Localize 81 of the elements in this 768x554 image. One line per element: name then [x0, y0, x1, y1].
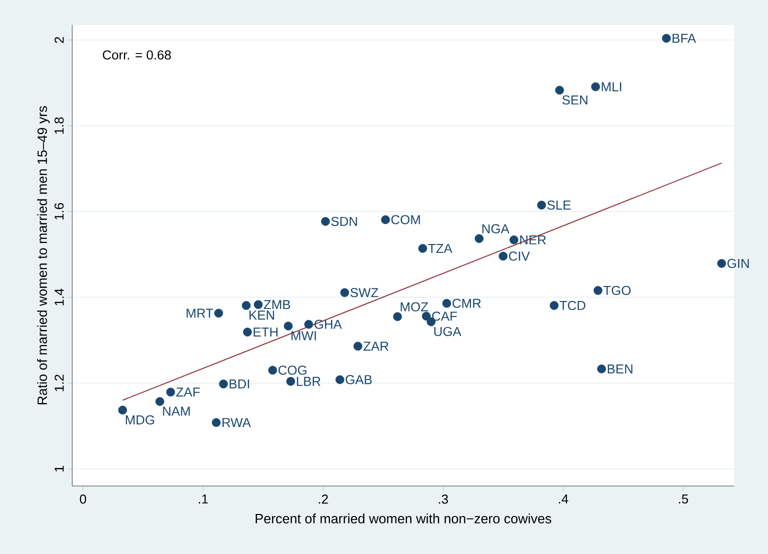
annotation: GIN [727, 258, 749, 268]
x-tick-label: .5 [678, 494, 688, 504]
point [594, 286, 602, 295]
point [340, 288, 350, 297]
point [393, 312, 402, 322]
point [286, 376, 296, 386]
point [321, 217, 330, 226]
annotation: KEN [250, 310, 274, 320]
point [591, 82, 600, 92]
point [335, 375, 344, 384]
x-tick-label: 0 [80, 494, 86, 504]
point [242, 301, 251, 310]
annotation: GAB [346, 375, 372, 384]
point [166, 388, 176, 396]
annotation: RWA [222, 418, 251, 427]
point [304, 320, 314, 329]
point [418, 244, 428, 253]
point [717, 259, 726, 268]
annotation: MOZ [400, 302, 428, 312]
annotation: TGO [603, 286, 631, 296]
x-axis-title: Percent of married women with non−zero cowives [256, 514, 552, 524]
x-tick-label: .2 [318, 494, 328, 504]
annotation: CIV [508, 252, 530, 261]
x-tick-label: .4 [558, 494, 568, 504]
annotation: COG [278, 366, 306, 375]
y-tick-label: 1.6 [54, 203, 64, 220]
annotation: BEN [608, 364, 632, 374]
annotation: NGA [482, 224, 510, 234]
point [381, 215, 390, 224]
annotation: SLE [547, 200, 571, 210]
annotation: MWI [292, 331, 316, 340]
point [510, 235, 518, 244]
annotation: SDN [331, 216, 357, 226]
point [550, 301, 559, 310]
y-tick-label: 1.4 [54, 288, 64, 306]
annotation: CAF [432, 312, 457, 321]
point [474, 234, 484, 243]
point [284, 322, 293, 330]
annotation: BFA [672, 34, 696, 43]
annotation: ZAF [176, 388, 200, 397]
annotation: ZMB [264, 300, 290, 310]
point [268, 366, 278, 375]
point [537, 200, 546, 210]
annotation: SEN [562, 95, 588, 105]
annotation: TCD [560, 300, 586, 310]
y-axis-title: Ratio of married women to married men 15–49 yrs [37, 106, 50, 404]
point [422, 312, 431, 321]
point [243, 328, 252, 336]
point [442, 298, 452, 308]
y-tick-label: 1 [54, 466, 64, 472]
y-tick-label: 2 [54, 37, 64, 43]
annotation: MRT [186, 308, 214, 318]
point [353, 342, 362, 351]
point [555, 86, 564, 95]
annotation: MLI [602, 82, 622, 92]
annotation: ZAR [363, 342, 388, 351]
annotation: Corr. = 0.68 [102, 50, 171, 60]
annotation: NAM [163, 406, 190, 416]
point [597, 364, 606, 374]
point [254, 300, 263, 309]
annotation: BDI [230, 379, 250, 388]
y-tick-label: 1.8 [54, 117, 64, 134]
point [498, 252, 508, 261]
annotation: UGA [434, 326, 462, 336]
y-tick-label: 1.2 [54, 374, 64, 392]
point [118, 406, 128, 414]
point [214, 308, 224, 318]
annotation: MDG [126, 415, 154, 424]
point [155, 397, 164, 406]
x-tick-label: .3 [438, 494, 448, 504]
annotation: GHA [314, 320, 342, 329]
annotation: CMR [452, 298, 481, 308]
annotation: ETH [254, 328, 278, 336]
x-tick-label: .1 [198, 494, 208, 504]
annotation: TZA [428, 244, 452, 253]
annotation: SWZ [350, 288, 378, 298]
point [212, 418, 221, 427]
point [219, 380, 228, 388]
annotation: COM [391, 215, 420, 224]
point [662, 34, 671, 43]
annotation: LBR [296, 376, 320, 386]
